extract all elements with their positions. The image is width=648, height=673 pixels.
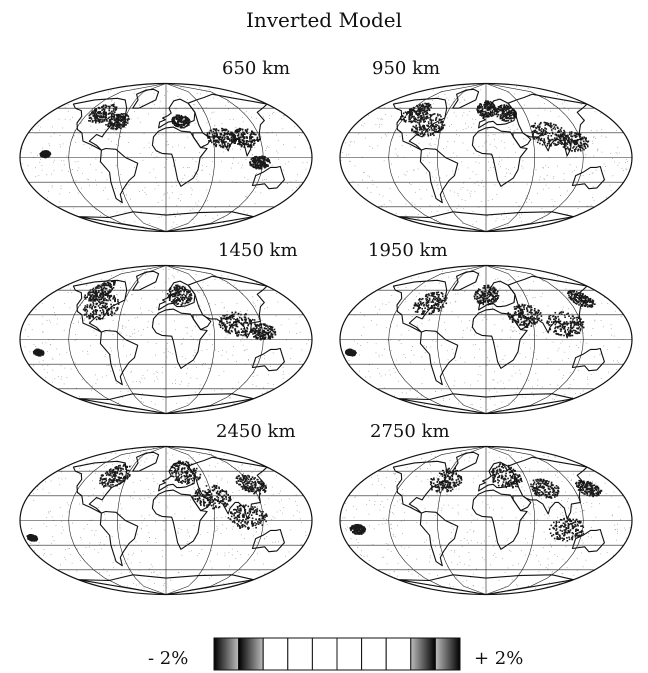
map-panel-2750 xyxy=(339,445,633,596)
coastline-north-america xyxy=(72,279,128,333)
coastline-australia xyxy=(571,347,605,372)
graticule xyxy=(20,446,312,595)
depth-label-950: 950 km xyxy=(372,58,441,79)
coastline-north-america xyxy=(392,97,448,151)
coastline-greenland xyxy=(132,451,160,472)
coastline-asia xyxy=(507,456,588,520)
coastline-greenland xyxy=(132,88,160,109)
depth-label-650: 650 km xyxy=(222,58,291,79)
colorbar-segment xyxy=(410,637,436,671)
coastline-europe xyxy=(478,461,516,492)
coastline-north-america xyxy=(72,97,128,151)
colorbar-segment xyxy=(238,637,264,671)
coastline-north-america xyxy=(392,279,448,333)
coastline-antarctica xyxy=(77,393,255,414)
coastline-arabia xyxy=(512,132,532,149)
figure-title: Inverted Model xyxy=(245,8,403,32)
coastline-europe xyxy=(478,280,516,311)
map-panel-950 xyxy=(339,82,633,233)
coastline-arabia xyxy=(512,314,532,331)
map-panel-1450 xyxy=(19,264,313,415)
map-border xyxy=(19,264,313,415)
coastline-africa xyxy=(471,308,528,369)
map-border xyxy=(339,264,633,415)
coastline-australia xyxy=(251,528,285,553)
depth-label-2450: 2450 km xyxy=(216,421,296,442)
coastline-antarctica xyxy=(397,393,575,414)
map-border xyxy=(339,82,633,233)
coastline-greenland xyxy=(452,451,480,472)
coastline-europe xyxy=(158,98,196,129)
coastline-south-america xyxy=(419,329,459,386)
colorbar-max-label: + 2% xyxy=(474,648,524,669)
map-panel-1950 xyxy=(339,264,633,415)
coastline-south-america xyxy=(99,329,139,386)
coastline-africa xyxy=(471,126,528,187)
map-border xyxy=(19,82,313,233)
coastline-arabia xyxy=(192,495,212,512)
coastline-australia xyxy=(251,165,285,190)
graticule xyxy=(20,265,312,414)
graticule xyxy=(340,265,632,414)
coastline-north-america xyxy=(72,460,128,514)
map-border xyxy=(19,445,313,596)
coastline-antarctica xyxy=(397,211,575,232)
coastline-south-america xyxy=(419,147,459,204)
colorbar-segment xyxy=(262,637,289,671)
coastline-asia xyxy=(187,275,268,339)
depth-label-1950: 1950 km xyxy=(368,240,448,261)
map-panel-2450 xyxy=(19,445,313,596)
coastline-south-america xyxy=(419,510,459,567)
depth-label-1450: 1450 km xyxy=(218,240,298,261)
coastline-south-america xyxy=(99,147,139,204)
coastline-antarctica xyxy=(77,211,255,232)
coastline-asia xyxy=(187,93,268,157)
coastline-asia xyxy=(187,456,268,520)
coastline-australia xyxy=(571,165,605,190)
colorbar-segment xyxy=(213,637,240,671)
depth-label-2750: 2750 km xyxy=(370,421,450,442)
coastline-asia xyxy=(507,93,588,157)
coastline-north-america xyxy=(392,460,448,514)
coastline-antarctica xyxy=(397,574,575,595)
coastline-asia xyxy=(507,275,588,339)
colorbar-segment xyxy=(287,637,313,671)
graticule xyxy=(20,83,312,232)
colorbar-min-label: - 2% xyxy=(148,648,189,669)
colorbar-segment xyxy=(385,637,412,671)
coastline-australia xyxy=(571,528,605,553)
map-panel-650 xyxy=(19,82,313,233)
colorbar-segment xyxy=(434,637,461,671)
coastline-arabia xyxy=(512,495,532,512)
coastline-africa xyxy=(471,489,528,550)
coastline-africa xyxy=(151,126,208,187)
colorbar-segment xyxy=(361,637,387,671)
coastline-europe xyxy=(158,280,196,311)
coastline-europe xyxy=(478,98,516,129)
coastline-south-america xyxy=(99,510,139,567)
graticule xyxy=(340,446,632,595)
coastline-arabia xyxy=(192,314,212,331)
graticule xyxy=(340,83,632,232)
map-border xyxy=(339,445,633,596)
coastline-antarctica xyxy=(77,574,255,595)
coastline-greenland xyxy=(132,270,160,291)
coastline-europe xyxy=(158,461,196,492)
coastline-africa xyxy=(151,489,208,550)
colorbar-segment xyxy=(336,637,363,671)
colorbar-segment xyxy=(311,637,338,671)
coastline-australia xyxy=(251,347,285,372)
colorbar xyxy=(213,637,461,671)
coastline-greenland xyxy=(452,270,480,291)
coastline-africa xyxy=(151,308,208,369)
coastline-arabia xyxy=(192,132,212,149)
coastline-greenland xyxy=(452,88,480,109)
